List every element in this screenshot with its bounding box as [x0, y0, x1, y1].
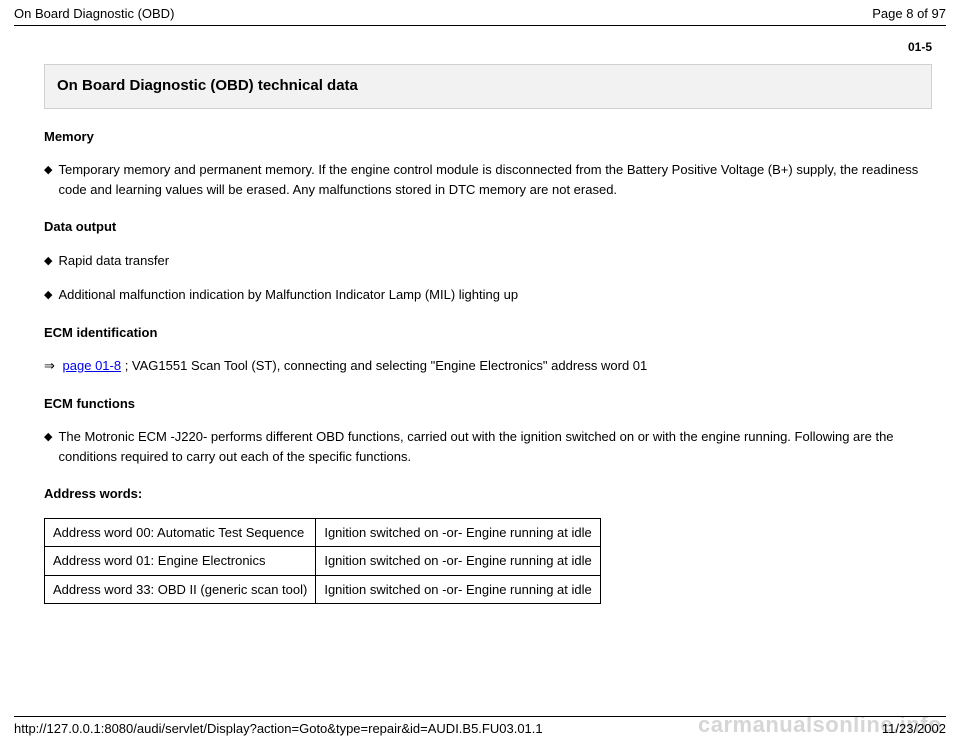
page-root: On Board Diagnostic (OBD) Page 8 of 97 0… [0, 0, 960, 742]
page-title: On Board Diagnostic (OBD) technical data [57, 75, 919, 98]
table-cell: Address word 33: OBD II (generic scan to… [45, 575, 316, 604]
table-cell: Ignition switched on -or- Engine running… [316, 547, 600, 576]
footer: http://127.0.0.1:8080/audi/servlet/Displ… [0, 716, 960, 736]
bullet-icon: ◆ [44, 285, 52, 305]
section-number: 01-5 [0, 26, 960, 60]
table-cell: Address word 01: Engine Electronics [45, 547, 316, 576]
page-indicator: Page 8 of 97 [872, 6, 946, 21]
list-item: ◆ Rapid data transfer [44, 251, 932, 271]
list-item-text: Rapid data transfer [58, 251, 932, 271]
title-block: On Board Diagnostic (OBD) technical data [44, 64, 932, 109]
list-item-text: Additional malfunction indication by Mal… [58, 285, 932, 305]
data-output-list: ◆ Rapid data transfer ◆ Additional malfu… [44, 251, 932, 305]
table-row: Address word 00: Automatic Test Sequence… [45, 518, 601, 547]
heading-ecm-functions: ECM functions [44, 394, 932, 414]
list-item-text: The Motronic ECM -J220- performs differe… [58, 427, 932, 466]
header-bar: On Board Diagnostic (OBD) Page 8 of 97 [0, 0, 960, 25]
heading-data-output: Data output [44, 217, 932, 237]
page-link-01-8[interactable]: page 01-8 [63, 358, 122, 373]
table-cell: Ignition switched on -or- Engine running… [316, 518, 600, 547]
memory-list: ◆ Temporary memory and permanent memory.… [44, 160, 932, 199]
ecm-functions-list: ◆ The Motronic ECM -J220- performs diffe… [44, 427, 932, 466]
list-item-text: Temporary memory and permanent memory. I… [58, 160, 932, 199]
bullet-icon: ◆ [44, 160, 52, 180]
document-title: On Board Diagnostic (OBD) [14, 6, 174, 21]
list-item: ◆ Additional malfunction indication by M… [44, 285, 932, 305]
footer-date: 11/23/2002 [882, 721, 946, 736]
list-item: ◆ The Motronic ECM -J220- performs diffe… [44, 427, 932, 466]
table-row: Address word 01: Engine Electronics Igni… [45, 547, 601, 576]
table-row: Address word 33: OBD II (generic scan to… [45, 575, 601, 604]
ecm-identification-rest: ; VAG1551 Scan Tool (ST), connecting and… [121, 358, 647, 373]
bullet-icon: ◆ [44, 251, 52, 271]
table-cell: Address word 00: Automatic Test Sequence [45, 518, 316, 547]
table-cell: Ignition switched on -or- Engine running… [316, 575, 600, 604]
address-words-table: Address word 00: Automatic Test Sequence… [44, 518, 601, 605]
footer-rule [14, 716, 946, 717]
heading-ecm-identification: ECM identification [44, 323, 932, 343]
content-area: On Board Diagnostic (OBD) technical data… [0, 64, 960, 604]
heading-memory: Memory [44, 127, 932, 147]
bullet-icon: ◆ [44, 427, 52, 447]
list-item: ◆ Temporary memory and permanent memory.… [44, 160, 932, 199]
ecm-identification-line: ⇒ page 01-8 ; VAG1551 Scan Tool (ST), co… [44, 356, 932, 376]
arrow-icon: ⇒ [44, 358, 55, 373]
footer-url: http://127.0.0.1:8080/audi/servlet/Displ… [14, 721, 543, 736]
heading-address-words: Address words: [44, 484, 932, 504]
